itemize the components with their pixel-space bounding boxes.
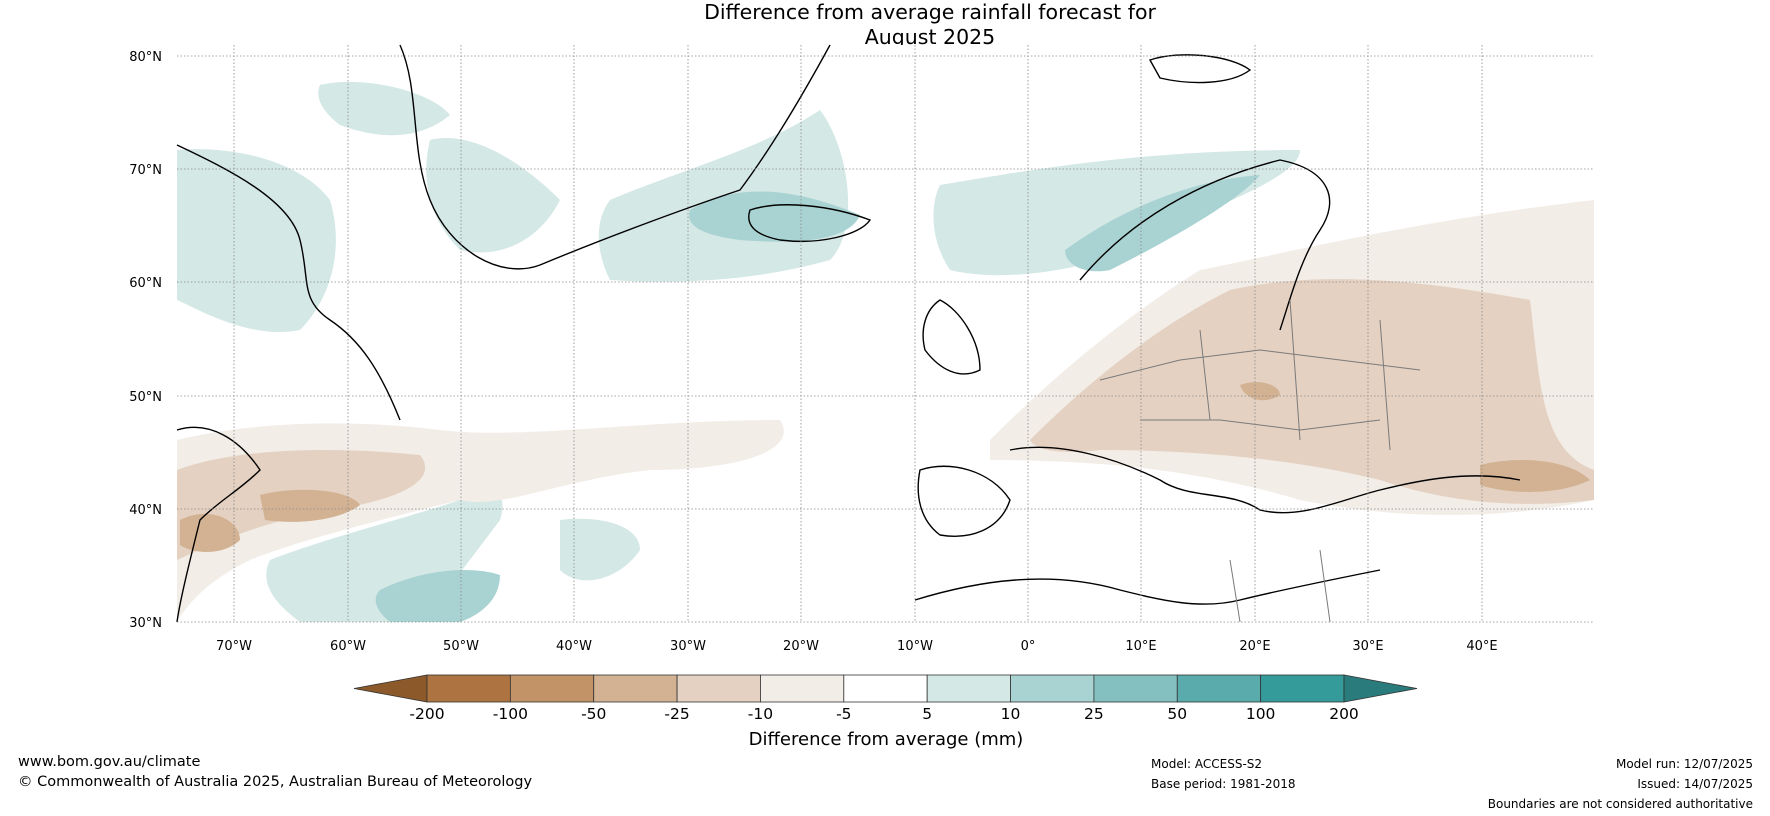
dry-area-caspian [1480, 460, 1590, 492]
footer-model-run: Model run: 12/07/2025 [1615, 757, 1753, 771]
dry-area-us-core-2 [260, 489, 360, 522]
lat-label: 70°N [129, 163, 162, 178]
iberia-coast [917, 465, 1011, 537]
colorbar-segment [426, 674, 511, 703]
wet-area-baffin [177, 149, 336, 333]
colorbar-segment [843, 674, 928, 703]
wet-area-greenland-west [426, 138, 560, 253]
border-layer [1099, 299, 1421, 623]
colorbar-tick-label: -5 [836, 705, 851, 723]
colorbar-tick-label: -100 [493, 705, 528, 723]
lon-label: 60°W [330, 639, 366, 654]
labrador-coast [176, 144, 401, 421]
colorbar-segment [1260, 674, 1345, 703]
colorbar-segment [509, 674, 595, 703]
wet-area-atlantic-core [375, 570, 500, 622]
colorbar-tick-label: -25 [664, 705, 689, 723]
footer-model: Model: ACCESS-S2 [1151, 757, 1263, 771]
lon-label: 30°E [1352, 639, 1383, 654]
lon-label: 0° [1021, 639, 1036, 654]
lon-label: 20°E [1239, 639, 1270, 654]
dry-area-europe [1030, 279, 1594, 504]
colorbar-tick-label: 200 [1329, 705, 1359, 723]
mediterranean-coast [1009, 446, 1521, 514]
wet-area-atlantic-mid [560, 518, 640, 581]
gridlines [177, 45, 1594, 623]
colorbar-extend-low [353, 674, 428, 703]
colorbar-tick-label: 100 [1246, 705, 1276, 723]
lon-label: 50°W [443, 639, 479, 654]
colorbar-tick-label: -50 [581, 705, 606, 723]
lon-label: 20°W [783, 639, 819, 654]
iceland-coast [748, 204, 872, 242]
title-line-1: Difference from average rainfall forecas… [704, 0, 1156, 24]
colorbar-tick-label: 50 [1167, 705, 1187, 723]
britain-coast [922, 299, 981, 375]
lat-label: 40°N [129, 503, 162, 518]
border-lines [1099, 299, 1421, 623]
colorbar: -200 -100 -50 -25 -10 -5 5 10 25 50 100 200 Differen… [353, 674, 1418, 750]
wet-area-iceland [689, 191, 860, 242]
lon-labels: 70°W 60°W 50°W 40°W 30°W 20°W 10°W 0° 10°E 20°E 30… [216, 639, 1498, 654]
colorbar-segment [760, 674, 845, 703]
wet-area-norway [933, 150, 1300, 276]
chart-title: Difference from average rainfall forecas… [0, 0, 1770, 50]
scandinavia-coast [1079, 159, 1331, 331]
colorbar-segment [676, 674, 761, 703]
lat-label: 80°N [129, 50, 162, 65]
colorbar-segment [593, 674, 678, 703]
colorbar-title: Difference from average (mm) [749, 729, 1024, 750]
coastline-layer [176, 44, 1521, 623]
colorbar-tick-label: 25 [1084, 705, 1104, 723]
colorbar-segment [926, 674, 1011, 703]
colorbar-extend-high [1343, 674, 1418, 703]
lat-label: 60°N [129, 276, 162, 291]
na-east-coast [176, 426, 261, 623]
footer-base-period: Base period: 1981-2018 [1151, 777, 1296, 791]
colorbar-tick-label: -200 [409, 705, 444, 723]
colorbar-segment [1010, 674, 1095, 703]
greenland-coast [399, 44, 831, 270]
lat-label: 30°N [129, 616, 162, 631]
lat-labels: 80°N 70°N 60°N 50°N 40°N 30°N [129, 50, 162, 631]
lon-label: 30°W [670, 639, 706, 654]
wet-area-north [318, 81, 450, 136]
footer-disclaimer: Boundaries are not considered authoritat… [1487, 797, 1753, 811]
lon-label: 10°E [1125, 639, 1156, 654]
footer-url[interactable]: www.bom.gov.au/climate [18, 754, 201, 770]
colorbar-segment [1093, 674, 1178, 703]
africa-coast [914, 569, 1381, 605]
lon-label: 40°E [1466, 639, 1497, 654]
colorbar-tick-label: 10 [1001, 705, 1021, 723]
lat-label: 50°N [129, 390, 162, 405]
colorbar-tick-label: -10 [748, 705, 773, 723]
footer-copyright: © Commonwealth of Australia 2025, Austra… [18, 774, 533, 790]
svalbard-coast [1148, 54, 1252, 84]
colorbar-tick-label: 5 [922, 705, 932, 723]
lon-label: 70°W [216, 639, 252, 654]
lon-label: 10°W [897, 639, 933, 654]
colorbar-segment [1176, 674, 1262, 703]
wet-area-norway-core [1065, 175, 1260, 272]
lon-label: 40°W [556, 639, 592, 654]
footer-issued: Issued: 14/07/2025 [1637, 777, 1753, 791]
